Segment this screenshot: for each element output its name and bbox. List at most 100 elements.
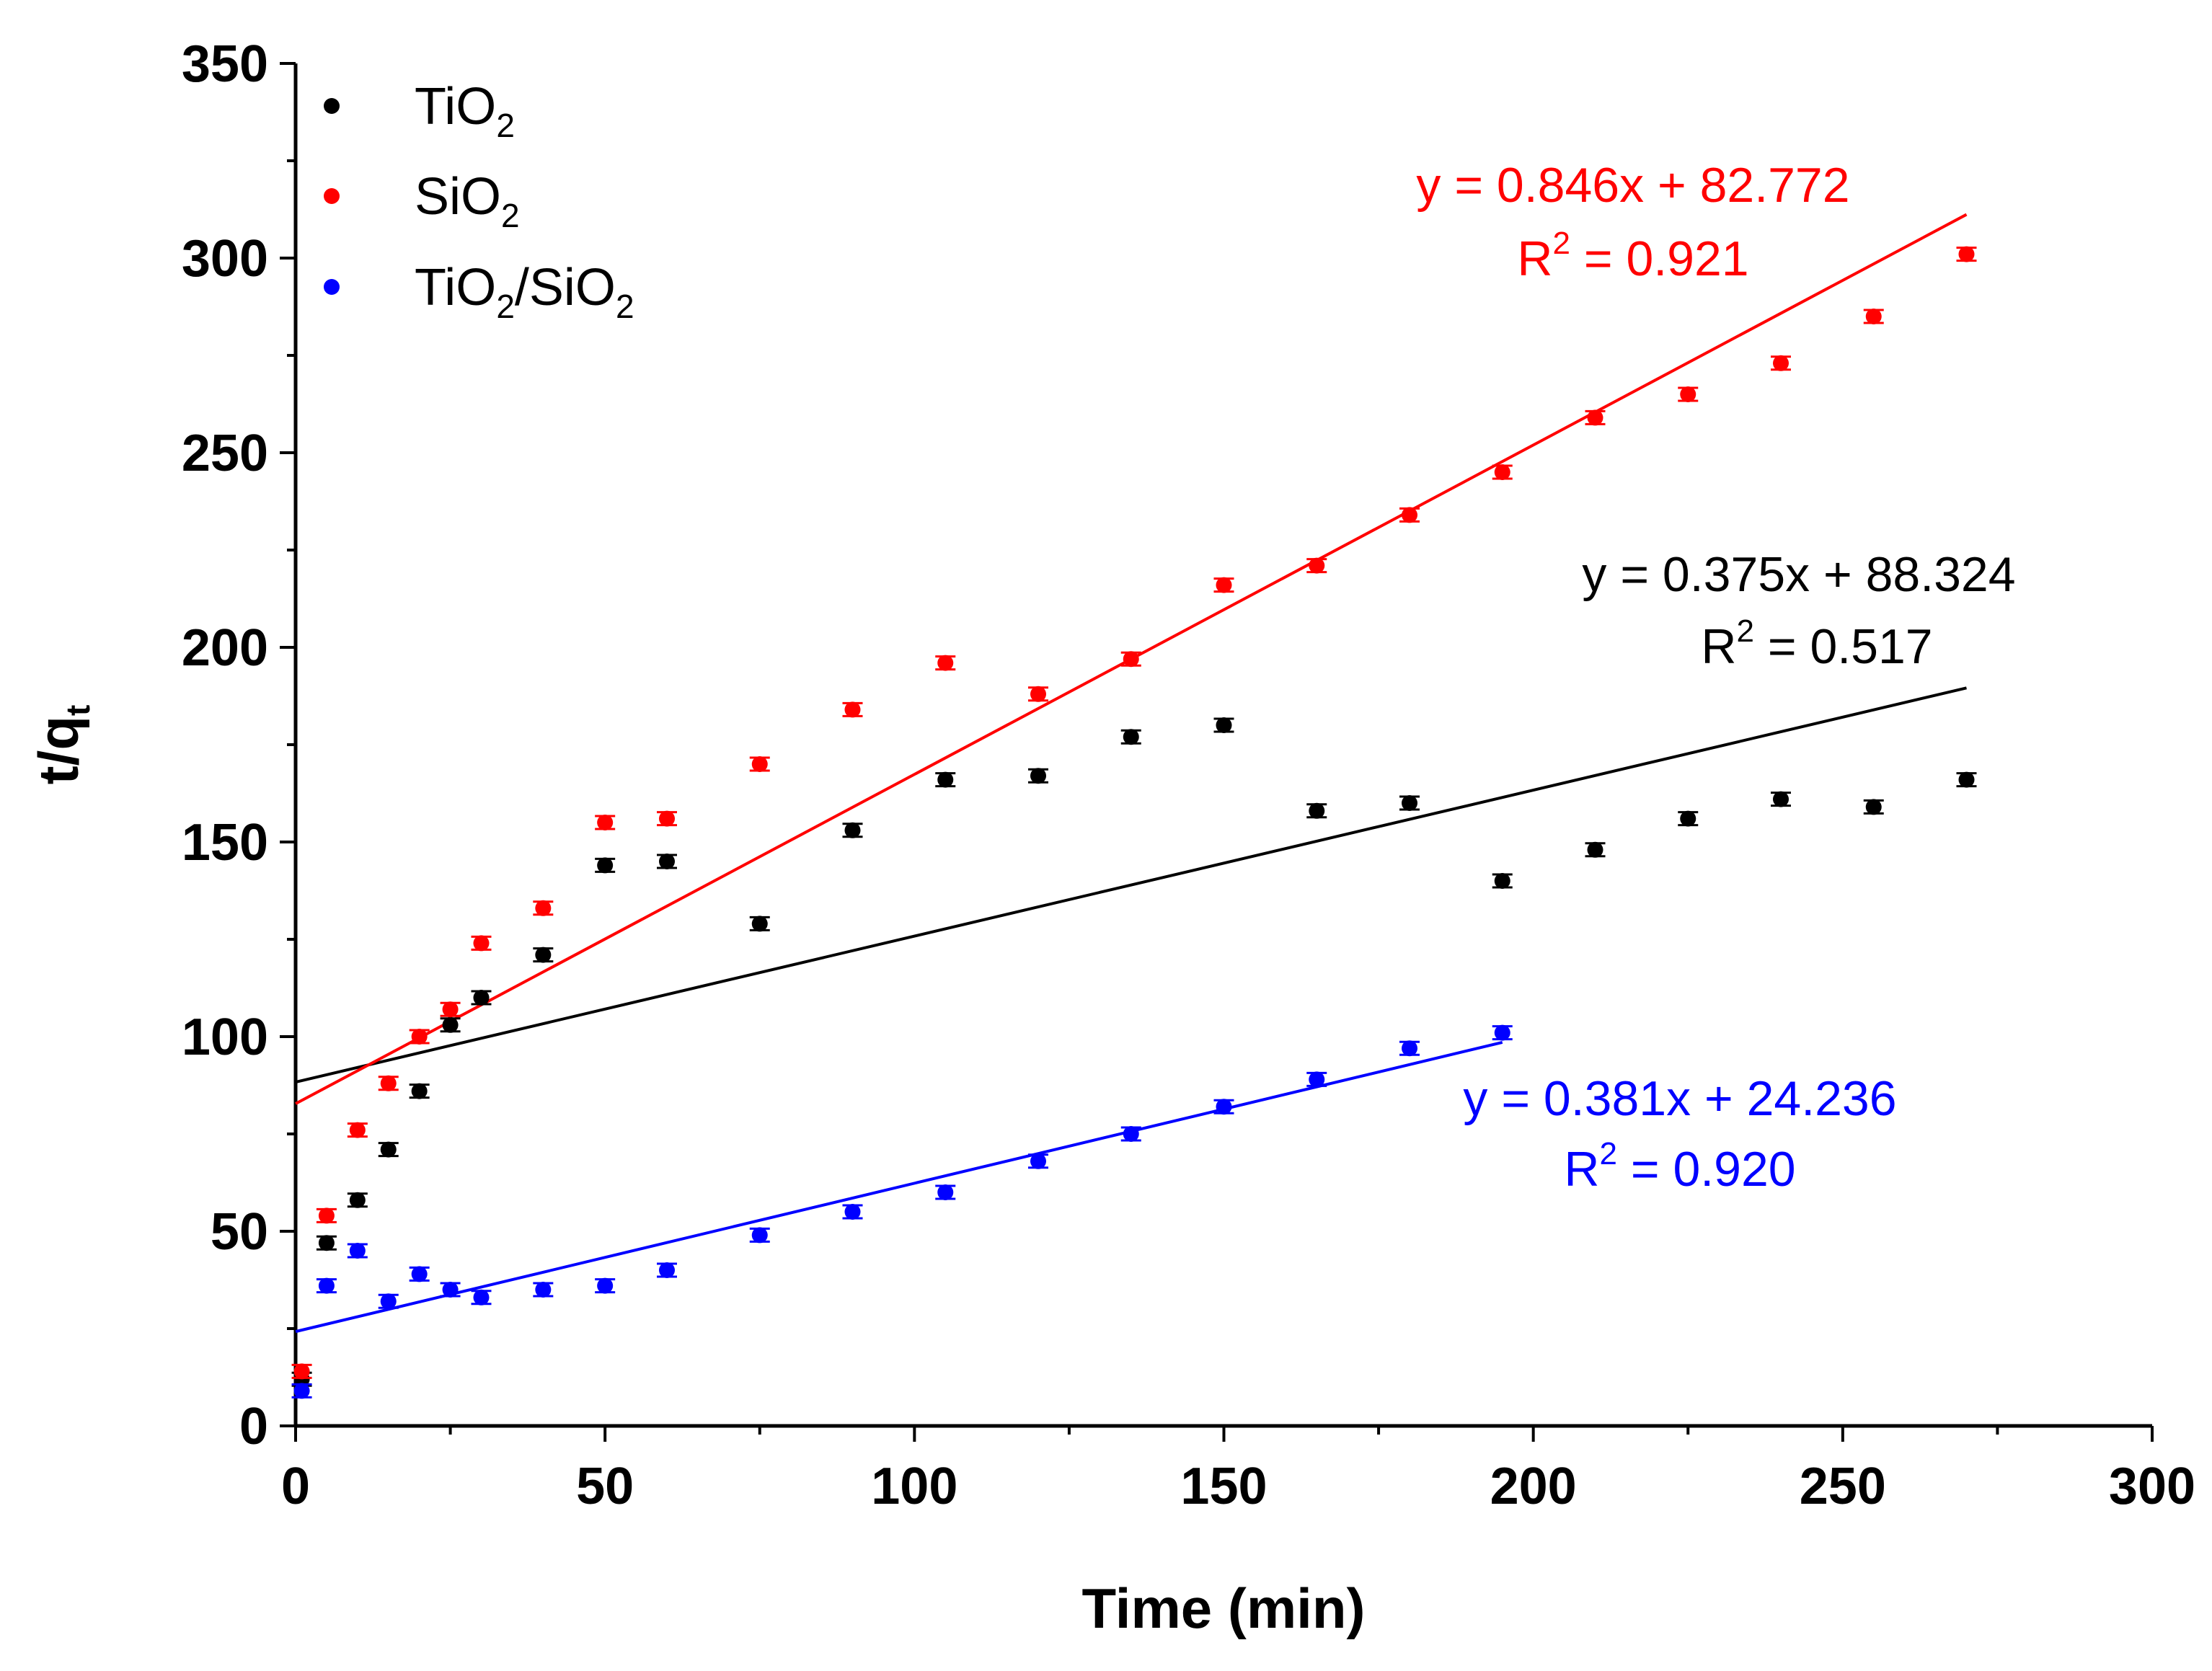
data-point [1402,507,1417,523]
legend-marker-tio2 [324,98,340,114]
tick-labels: 0 50 100 150 200 250 300 0 50 100 150 200 250 300 350 [182,35,2195,1515]
data-point [1680,810,1696,827]
data-point [349,1192,366,1208]
data-point [1494,1024,1510,1041]
data-point [318,1207,335,1224]
legend-label-subscript: 2 [616,288,634,325]
data-point [659,1262,675,1278]
data-point [411,1083,428,1099]
data-point [844,1204,861,1220]
x-tick-label: 200 [1490,1458,1577,1515]
data-point [1309,802,1325,819]
data-point [1865,799,1882,815]
data-points [291,246,1977,1399]
data-point [1494,464,1510,480]
r2-tio2-value: = 0.517 [1754,619,1933,674]
r2-tio2-sio2-exp: 2 [1599,1136,1616,1171]
x-tick-label: 50 [576,1458,634,1515]
legend-label-tio2-sio2: TiO2/SiO2 [415,259,634,325]
y-tick-label: 0 [239,1398,268,1455]
data-point [751,1227,768,1244]
data-point [1865,309,1882,324]
data-point [1958,246,1975,262]
data-point [349,1243,366,1259]
r2-sio2-exp: 2 [1552,226,1570,261]
legend-entry-sio2: SiO2 [324,168,520,234]
data-point [1680,386,1696,402]
equation-tio2-sio2: y = 0.381x + 24.236 [1463,1071,1896,1126]
data-point [293,1383,310,1399]
data-point [1216,717,1232,733]
legend-entry-tio2-sio2: TiO2/SiO2 [324,259,634,325]
fit-line-tio2 [295,686,1967,1083]
data-point [473,1289,490,1306]
y-axis-title: t/qt [27,705,97,785]
r2-tio2: R2 = 0.517 [1701,613,1932,674]
y-tick-label: 250 [182,425,268,482]
data-point [1216,1099,1232,1115]
legend-label-part: TiO [415,78,496,136]
data-point [937,655,954,671]
data-point [349,1122,366,1138]
data-point [1309,557,1325,574]
data-point [1587,841,1603,858]
legend-label-subscript: 2 [496,107,515,144]
data-point [751,756,768,772]
data-point [844,822,861,838]
data-point [937,1184,954,1200]
data-point [380,1075,397,1091]
legend-entry-tio2: TiO2 [324,78,515,144]
legend-label-subscript: 2 [501,197,520,234]
legend-marker-sio2 [324,188,340,204]
fit-annotations: y = 0.846x + 82.772 R2 = 0.921 y = 0.375… [1416,158,2015,1197]
data-point [1587,409,1603,426]
r2-sio2-prefix: R [1517,231,1552,286]
r2-sio2-value: = 0.921 [1570,231,1749,286]
data-point [473,990,490,1006]
r2-tio2-exp: 2 [1736,613,1753,649]
data-point [1123,651,1139,668]
data-point [535,947,552,963]
series-sio2 [291,246,1977,1380]
y-axis-title-main: t/q [27,716,90,784]
x-axis-title: Time (min) [1082,1577,1366,1640]
data-point [659,810,675,827]
data-point [751,916,768,932]
data-point [318,1277,335,1294]
ticks [280,62,2154,1442]
y-tick-label: 200 [182,619,268,677]
data-point [597,857,614,874]
data-point [1773,355,1789,371]
y-tick-label: 100 [182,1009,268,1066]
data-point [1030,768,1046,784]
legend-marker-tio2-sio2 [324,279,340,295]
series-tio2-sio2 [291,1024,1513,1399]
x-tick-label: 250 [1800,1458,1886,1515]
y-tick-label: 50 [211,1203,268,1261]
equation-sio2: y = 0.846x + 82.772 [1416,158,1849,213]
data-point [1494,873,1510,889]
data-point [1030,686,1046,702]
fit-line-tio2-sio2 [295,1040,1503,1334]
data-point [535,900,552,916]
annotation-tio2-sio2: y = 0.381x + 24.236 R2 = 0.920 [1463,1071,1896,1197]
data-point [1030,1153,1046,1169]
data-point [844,701,861,718]
series-tio2 [291,717,1977,1388]
r2-sio2: R2 = 0.921 [1517,226,1748,286]
x-tick-label: 150 [1180,1458,1267,1515]
data-point [1958,771,1975,788]
legend-label-part: /SiO [515,259,616,316]
data-point [293,1363,310,1380]
legend-label-part: TiO [415,259,496,316]
data-point [1309,1071,1325,1088]
data-point [597,815,614,830]
data-point [411,1029,428,1045]
legend-label-part: SiO [415,168,501,226]
legend-label-tio2: TiO2 [415,78,515,144]
data-point [1123,729,1139,745]
legend-label-subscript: 2 [496,288,515,325]
data-point [442,1016,459,1033]
data-point [380,1141,397,1158]
legend-label-sio2: SiO2 [415,168,520,234]
